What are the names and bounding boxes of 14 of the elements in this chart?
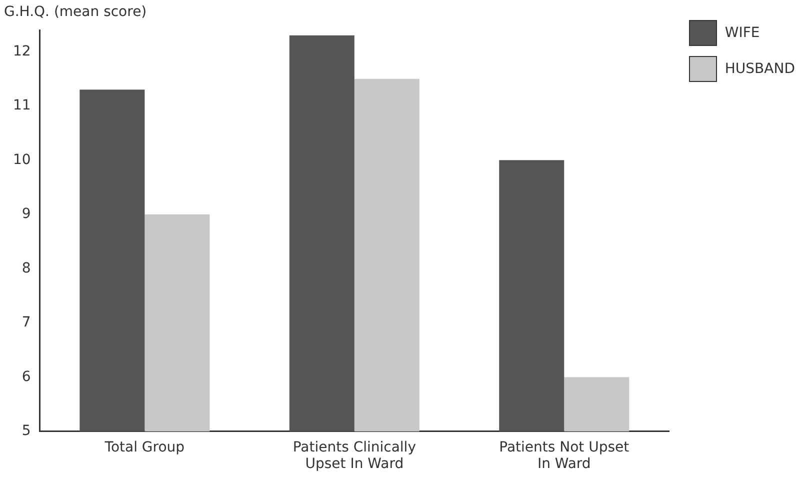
legend-label: HUSBAND bbox=[724, 61, 795, 77]
y-tick-label: 7 bbox=[22, 314, 31, 331]
legend-label: WIFE bbox=[724, 25, 760, 41]
y-tick-label: 12 bbox=[12, 43, 31, 60]
y-tick-label: 5 bbox=[22, 423, 31, 440]
y-axis-title: G.H.Q. (mean score) bbox=[4, 4, 147, 20]
x-tick-label: Patients Not Upset In Ward bbox=[499, 439, 630, 472]
y-tick-label: 6 bbox=[22, 368, 31, 385]
y-tick-label: 9 bbox=[22, 206, 31, 222]
x-tick-label: Patients Clinically Upset In Ward bbox=[292, 439, 416, 472]
y-tick-label: 11 bbox=[12, 98, 31, 114]
y-tick-label: 10 bbox=[12, 152, 31, 168]
x-tick-label: Total Group bbox=[104, 439, 185, 456]
y-tick-label: 8 bbox=[22, 260, 31, 276]
